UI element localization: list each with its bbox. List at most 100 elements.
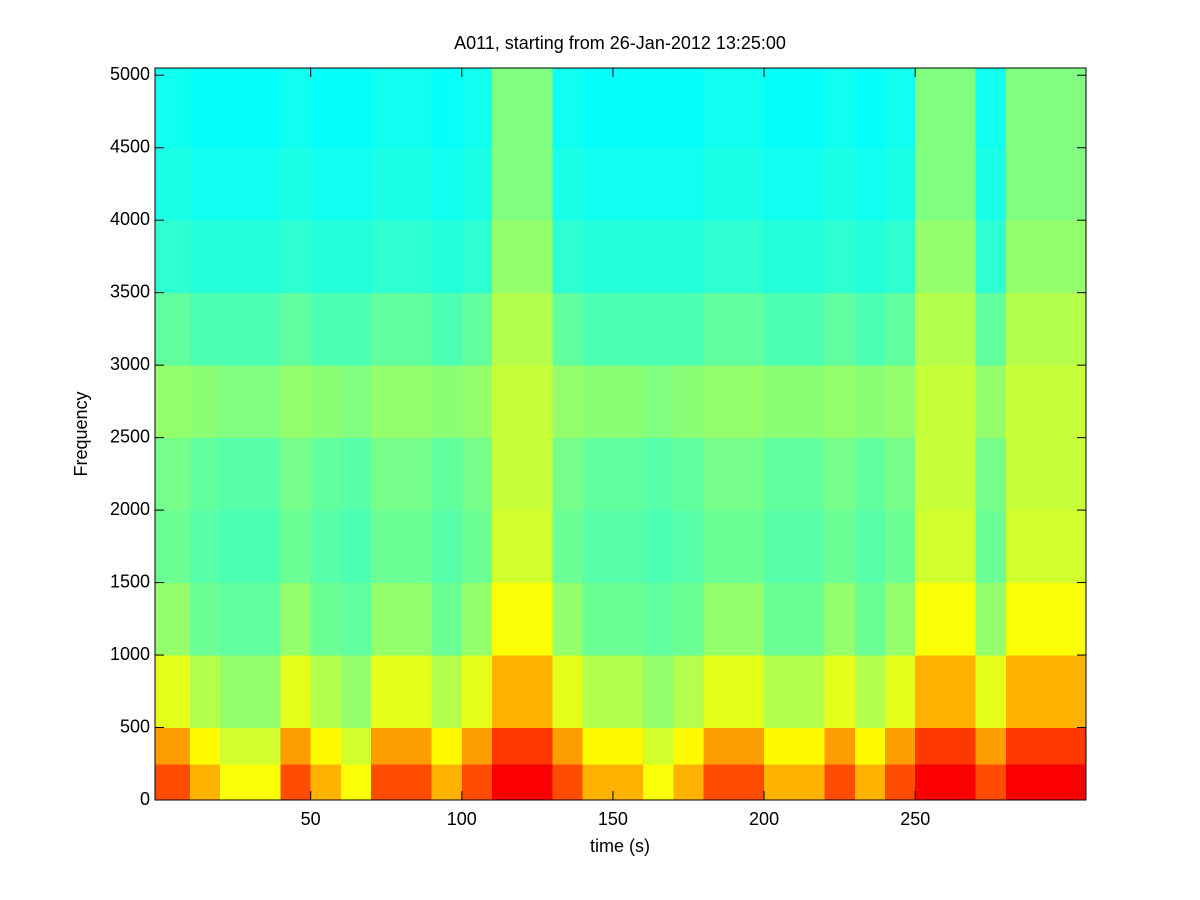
cell (612, 763, 644, 801)
cell (431, 763, 463, 801)
x-axis-label: time (s) (590, 836, 650, 856)
cell (794, 220, 826, 294)
cell (340, 292, 372, 366)
cell (155, 655, 191, 729)
cell (643, 68, 674, 149)
cell (673, 655, 705, 729)
cell (582, 763, 614, 801)
cell (884, 292, 916, 366)
cell (673, 220, 705, 294)
cell (1005, 510, 1037, 584)
cell (340, 582, 372, 656)
cell (733, 582, 765, 656)
y-tick-label: 3500 (110, 281, 150, 301)
cell (915, 147, 946, 221)
cell (975, 220, 1007, 294)
cell (340, 655, 372, 729)
cell (582, 582, 614, 656)
cell (945, 437, 977, 511)
cell (945, 655, 977, 729)
cell (854, 727, 886, 765)
cell (310, 147, 342, 221)
cell (733, 292, 765, 366)
cell (643, 727, 674, 765)
cell (250, 220, 281, 294)
cell (794, 437, 826, 511)
cell (1066, 655, 1087, 729)
cell (673, 510, 705, 584)
cell (643, 147, 674, 221)
cell (552, 68, 584, 149)
cell (522, 292, 553, 366)
cell (1005, 763, 1037, 801)
cell (340, 220, 372, 294)
cell (673, 365, 705, 439)
cell (492, 655, 523, 729)
cell (401, 727, 433, 765)
cell (371, 437, 402, 511)
cell (250, 147, 281, 221)
cell (884, 510, 916, 584)
cell (582, 365, 614, 439)
y-tick-label: 1000 (110, 644, 150, 664)
cell (522, 655, 553, 729)
cell (945, 292, 977, 366)
cell (884, 727, 916, 765)
cell (915, 510, 946, 584)
cell (1066, 68, 1087, 149)
cell (461, 582, 493, 656)
cell (1036, 147, 1067, 221)
cell (189, 655, 221, 729)
cell (431, 292, 463, 366)
cell (945, 147, 977, 221)
cell (552, 727, 584, 765)
cell (703, 655, 735, 729)
cell (1036, 763, 1067, 801)
cell (733, 68, 765, 149)
cell (522, 147, 553, 221)
cell (884, 582, 916, 656)
chart-title: A011, starting from 26-Jan-2012 13:25:00 (454, 33, 786, 53)
cell (673, 582, 705, 656)
cell (340, 763, 372, 801)
cell (219, 147, 251, 221)
cell (764, 727, 795, 765)
cell (155, 763, 191, 801)
cell (1005, 437, 1037, 511)
cell (401, 220, 433, 294)
cell (431, 365, 463, 439)
cell (703, 763, 735, 801)
cell (915, 437, 946, 511)
cell (673, 147, 705, 221)
cell (854, 365, 886, 439)
cell (280, 365, 312, 439)
cell (1005, 582, 1037, 656)
cell (250, 763, 281, 801)
cell (552, 655, 584, 729)
cell (824, 727, 856, 765)
cell (492, 220, 523, 294)
cell (219, 727, 251, 765)
cell (975, 582, 1007, 656)
cell (794, 365, 826, 439)
cell (915, 365, 946, 439)
cell (975, 510, 1007, 584)
cell (794, 68, 826, 149)
cell (431, 437, 463, 511)
cell (915, 763, 946, 801)
cell (219, 763, 251, 801)
cell (371, 655, 402, 729)
cell (854, 147, 886, 221)
cell (250, 582, 281, 656)
cell (794, 510, 826, 584)
cell (1005, 727, 1037, 765)
cell (764, 68, 795, 149)
cell (552, 763, 584, 801)
cell (155, 147, 191, 221)
cell (280, 220, 312, 294)
cell (155, 365, 191, 439)
cell (643, 365, 674, 439)
cell (884, 437, 916, 511)
cell (582, 292, 614, 366)
cell (461, 220, 493, 294)
